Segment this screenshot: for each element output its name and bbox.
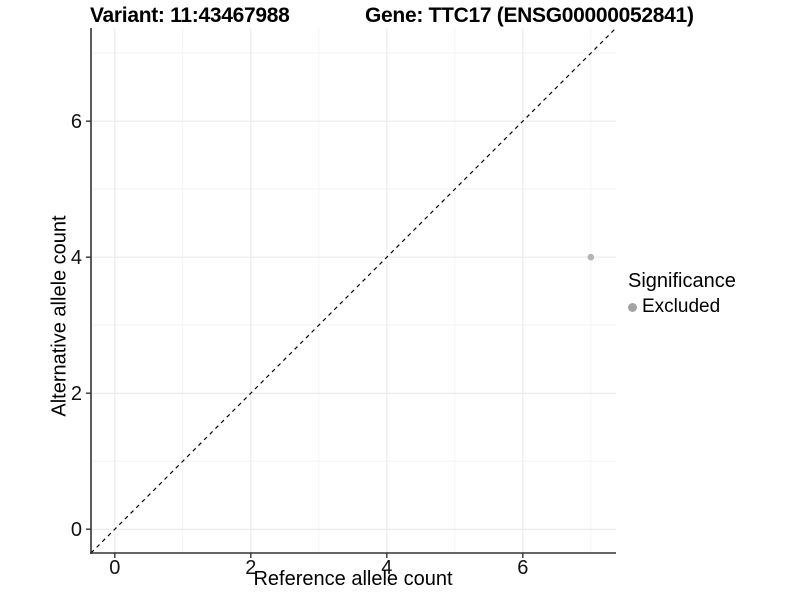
data-point bbox=[587, 253, 595, 261]
y-axis-title: Alternative allele count bbox=[48, 215, 71, 417]
legend-title: Significance bbox=[628, 270, 736, 292]
x-tick-label: 6 bbox=[517, 557, 528, 579]
legend-item-label: Excluded bbox=[642, 296, 721, 317]
legend-item-excluded: Excluded bbox=[628, 296, 736, 318]
y-tick-label: 0 bbox=[71, 519, 82, 541]
x-tick-label: 2 bbox=[245, 557, 256, 579]
x-tick-label: 0 bbox=[109, 557, 120, 579]
y-tick-label: 6 bbox=[71, 111, 82, 133]
plot-title-variant: Variant: 11:43467988 bbox=[90, 4, 290, 27]
identity-dashed-line bbox=[90, 27, 617, 554]
plot-title-gene: Gene: TTC17 (ENSG00000052841) bbox=[365, 4, 694, 27]
x-tick-label: 4 bbox=[381, 557, 392, 579]
legend: Significance Excluded bbox=[628, 270, 736, 318]
y-tick-label: 2 bbox=[71, 383, 82, 405]
y-tick-label: 4 bbox=[71, 247, 82, 269]
x-axis-title: Reference allele count bbox=[253, 568, 453, 590]
legend-key-dot-icon bbox=[628, 302, 637, 312]
